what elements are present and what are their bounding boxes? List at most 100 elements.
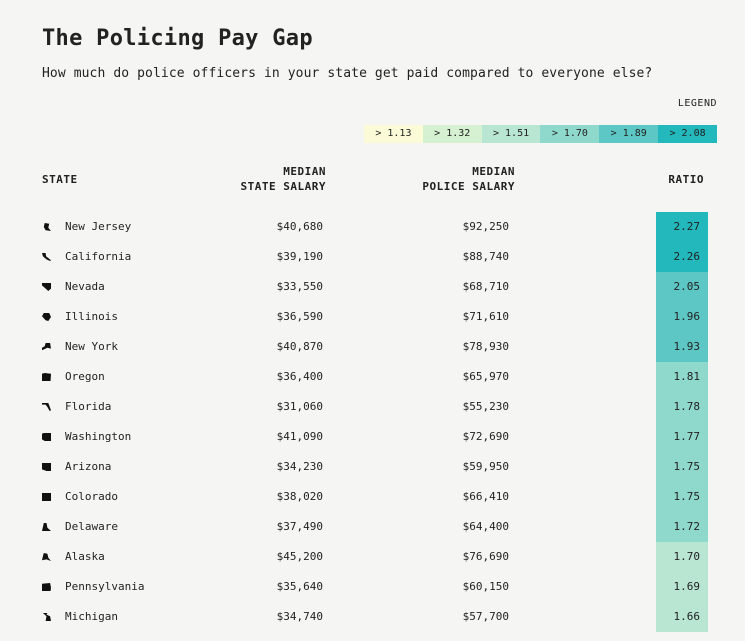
median-state-salary: $34,230 bbox=[276, 460, 323, 473]
legend-label: LEGEND bbox=[677, 98, 717, 109]
state-name: Arizona bbox=[65, 460, 112, 473]
header-median-state-salary[interactable]: MEDIAN STATE SALARY bbox=[230, 164, 326, 194]
median-state-salary: $45,200 bbox=[276, 550, 323, 563]
new-jersey-icon bbox=[43, 223, 51, 231]
table-row[interactable]: New York $40,870 $78,930 1.93 bbox=[0, 332, 745, 362]
header-median-line2: STATE SALARY bbox=[240, 180, 326, 193]
table-row[interactable]: Illinois $36,590 $71,610 1.96 bbox=[0, 302, 745, 332]
median-police-salary: $72,690 bbox=[462, 430, 509, 443]
ratio-cell: 2.05 bbox=[656, 272, 708, 302]
ratio-cell: 1.81 bbox=[656, 362, 708, 392]
median-state-salary: $34,740 bbox=[276, 610, 323, 623]
state-name: Pennsylvania bbox=[65, 580, 145, 593]
ratio-cell: 1.72 bbox=[656, 512, 708, 542]
median-police-salary: $55,230 bbox=[462, 400, 509, 413]
ratio-cell: 1.96 bbox=[656, 302, 708, 332]
legend-swatch: > 1.32 bbox=[422, 125, 482, 143]
header-police-line1: MEDIAN bbox=[472, 165, 515, 178]
median-state-salary: $40,680 bbox=[276, 220, 323, 233]
median-police-salary: $66,410 bbox=[462, 490, 509, 503]
state-name: Washington bbox=[65, 430, 132, 443]
table-row[interactable]: Oregon $36,400 $65,970 1.81 bbox=[0, 362, 745, 392]
median-state-salary: $39,190 bbox=[276, 250, 323, 263]
median-police-salary: $76,690 bbox=[462, 550, 509, 563]
state-name: Nevada bbox=[65, 280, 105, 293]
legend-swatch: > 1.13 bbox=[364, 125, 423, 143]
state-name: California bbox=[65, 250, 132, 263]
median-police-salary: $92,250 bbox=[462, 220, 509, 233]
median-state-salary: $35,640 bbox=[276, 580, 323, 593]
california-icon bbox=[42, 253, 51, 261]
colorado-icon bbox=[42, 493, 51, 501]
table-row[interactable]: Washington $41,090 $72,690 1.77 bbox=[0, 422, 745, 452]
median-state-salary: $37,490 bbox=[276, 520, 323, 533]
median-state-salary: $36,590 bbox=[276, 310, 323, 323]
median-police-salary: $78,930 bbox=[462, 340, 509, 353]
ratio-cell: 2.26 bbox=[656, 242, 708, 272]
legend-swatch: > 1.70 bbox=[540, 125, 600, 143]
median-police-salary: $88,740 bbox=[462, 250, 509, 263]
median-police-salary: $60,150 bbox=[462, 580, 509, 593]
washington-icon bbox=[42, 433, 51, 441]
legend-swatch: > 2.08 bbox=[658, 125, 717, 143]
ratio-cell: 1.77 bbox=[656, 422, 708, 452]
state-name: Alaska bbox=[65, 550, 105, 563]
header-median-line1: MEDIAN bbox=[283, 165, 326, 178]
table-row[interactable]: Pennsylvania $35,640 $60,150 1.69 bbox=[0, 572, 745, 602]
delaware-icon bbox=[42, 523, 51, 531]
ratio-cell: 1.78 bbox=[656, 392, 708, 422]
new-york-icon bbox=[42, 343, 51, 351]
state-name: Oregon bbox=[65, 370, 105, 383]
table-row[interactable]: Alaska $45,200 $76,690 1.70 bbox=[0, 542, 745, 572]
table-row[interactable]: California $39,190 $88,740 2.26 bbox=[0, 242, 745, 272]
florida-icon bbox=[42, 403, 51, 411]
median-state-salary: $31,060 bbox=[276, 400, 323, 413]
state-name: Colorado bbox=[65, 490, 118, 503]
state-name: Florida bbox=[65, 400, 112, 413]
table-row[interactable]: Delaware $37,490 $64,400 1.72 bbox=[0, 512, 745, 542]
nevada-icon bbox=[42, 283, 51, 291]
page-title: The Policing Pay Gap bbox=[42, 26, 313, 51]
ratio-cell: 1.93 bbox=[656, 332, 708, 362]
michigan-icon bbox=[42, 613, 51, 621]
median-police-salary: $59,950 bbox=[462, 460, 509, 473]
table-row[interactable]: Arizona $34,230 $59,950 1.75 bbox=[0, 452, 745, 482]
state-name: Illinois bbox=[65, 310, 118, 323]
table-row[interactable]: Florida $31,060 $55,230 1.78 bbox=[0, 392, 745, 422]
ratio-cell: 1.75 bbox=[656, 452, 708, 482]
state-name: New York bbox=[65, 340, 118, 353]
legend-swatch: > 1.51 bbox=[481, 125, 541, 143]
ratio-cell: 2.27 bbox=[656, 212, 708, 242]
median-police-salary: $68,710 bbox=[462, 280, 509, 293]
state-name: New Jersey bbox=[65, 220, 132, 233]
table-row[interactable]: Colorado $38,020 $66,410 1.75 bbox=[0, 482, 745, 512]
median-state-salary: $36,400 bbox=[276, 370, 323, 383]
median-police-salary: $57,700 bbox=[462, 610, 509, 623]
page-subtitle: How much do police officers in your stat… bbox=[42, 66, 653, 81]
header-state[interactable]: STATE bbox=[42, 173, 78, 186]
illinois-icon bbox=[42, 313, 51, 321]
legend-swatch: > 1.89 bbox=[599, 125, 659, 143]
legend: > 1.13 > 1.32 > 1.51 > 1.70 > 1.89 > 2.08 bbox=[364, 125, 717, 143]
state-name: Delaware bbox=[65, 520, 118, 533]
ratio-cell: 1.70 bbox=[656, 542, 708, 572]
table-row[interactable]: New Jersey $40,680 $92,250 2.27 bbox=[0, 212, 745, 242]
ratio-cell: 1.66 bbox=[656, 602, 708, 632]
median-state-salary: $40,870 bbox=[276, 340, 323, 353]
header-ratio[interactable]: RATIO bbox=[668, 173, 704, 186]
median-state-salary: $33,550 bbox=[276, 280, 323, 293]
header-median-police-salary[interactable]: MEDIAN POLICE SALARY bbox=[410, 164, 515, 194]
median-state-salary: $41,090 bbox=[276, 430, 323, 443]
alaska-icon bbox=[42, 553, 51, 561]
table-row[interactable]: Michigan $34,740 $57,700 1.66 bbox=[0, 602, 745, 632]
table-body: New Jersey $40,680 $92,250 2.27 California $3… bbox=[0, 212, 745, 632]
pennsylvania-icon bbox=[42, 583, 51, 591]
ratio-cell: 1.75 bbox=[656, 482, 708, 512]
table-row[interactable]: Nevada $33,550 $68,710 2.05 bbox=[0, 272, 745, 302]
median-police-salary: $71,610 bbox=[462, 310, 509, 323]
ratio-cell: 1.69 bbox=[656, 572, 708, 602]
header-police-line2: POLICE SALARY bbox=[422, 180, 515, 193]
state-name: Michigan bbox=[65, 610, 118, 623]
arizona-icon bbox=[42, 463, 51, 471]
median-police-salary: $65,970 bbox=[462, 370, 509, 383]
